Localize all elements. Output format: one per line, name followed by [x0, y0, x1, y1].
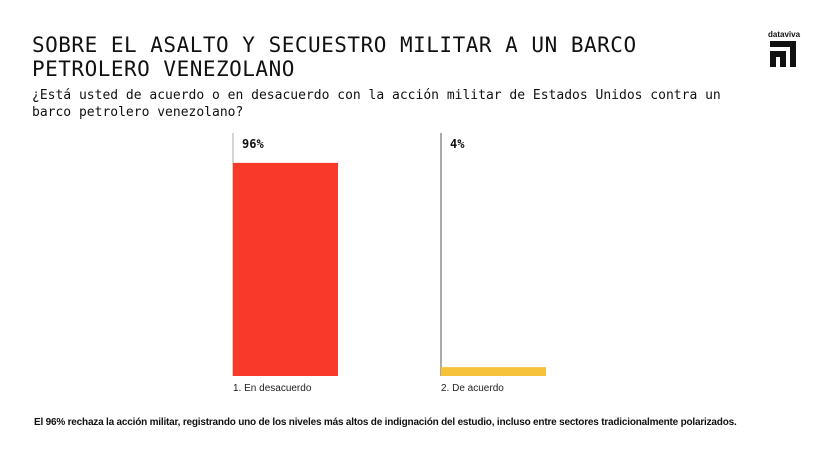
logo-mark-icon [770, 41, 796, 67]
bar-1 [233, 162, 338, 376]
logo-text: dataviva [768, 30, 801, 39]
bar-2 [441, 367, 546, 376]
category-label: 1. En desacuerdo [233, 383, 312, 394]
footer-note: El 96% rechaza la acción militar, regist… [34, 417, 737, 428]
bar-chart: 96% 1. En desacuerdo 4% 2. De acuerdo [232, 133, 546, 394]
dataviva-logo: dataviva [768, 30, 808, 71]
chart-subtitle: ¿Está usted de acuerdo o en desacuerdo c… [32, 88, 721, 120]
chart-title: SOBRE EL ASALTO Y SECUESTRO MILITAR A UN… [32, 33, 637, 81]
value-label: 96% [242, 137, 264, 151]
category-label: 2. De acuerdo [441, 383, 504, 394]
value-label: 4% [450, 137, 465, 151]
